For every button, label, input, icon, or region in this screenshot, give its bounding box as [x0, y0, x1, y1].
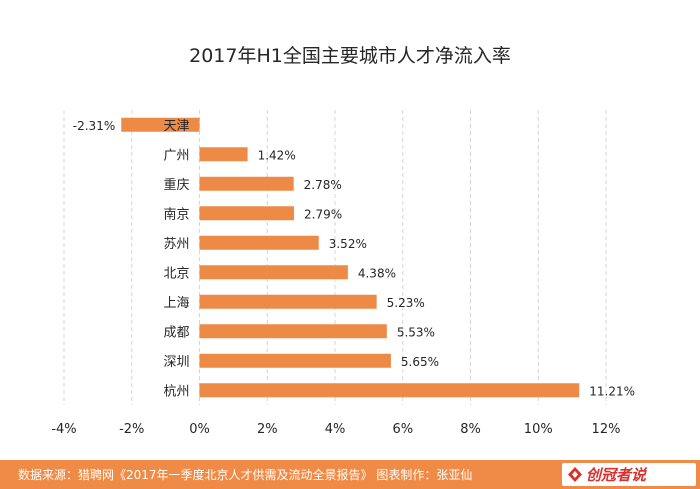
category-label: 上海	[163, 296, 189, 311]
bars-group	[121, 117, 580, 398]
category-label: 天津	[163, 119, 189, 134]
bar-10	[199, 383, 580, 398]
x-tick-label: 6%	[392, 422, 413, 437]
x-tick-label: 12%	[592, 422, 621, 437]
value-label: -2.31%	[73, 119, 115, 133]
x-tick-label: 2%	[257, 422, 278, 437]
value-label: 3.52%	[329, 237, 367, 251]
svg-text:创冠者说: 创冠者说	[586, 466, 648, 484]
x-tick-label: 10%	[524, 422, 553, 437]
x-tick-labels: -4% -2% 0% 2% 4% 6% 8% 10% 12%	[51, 422, 620, 437]
bar-5	[199, 235, 319, 250]
category-label: 南京	[163, 206, 189, 222]
value-label: 4.38%	[358, 266, 396, 280]
x-tick-label: -2%	[119, 422, 144, 437]
x-tick-label: 8%	[460, 422, 481, 437]
value-label: 1.42%	[258, 148, 296, 162]
category-label: 北京	[163, 266, 189, 281]
bar-4	[199, 206, 295, 221]
footer-bar: 数据来源：猎聘网《2017年一季度北京人才供需及流动全景报告》 图表制作：张亚仙…	[0, 460, 700, 489]
value-label: 5.23%	[387, 296, 425, 310]
value-label: 2.78%	[304, 178, 342, 192]
bar-1	[121, 117, 200, 132]
category-label: 广州	[163, 148, 189, 163]
bar-8	[199, 324, 387, 339]
chart-title: 2017年H1全国主要城市人才净流入率	[189, 45, 511, 67]
category-label: 重庆	[163, 177, 189, 193]
x-tick-label: 0%	[189, 422, 210, 437]
category-label: 苏州	[163, 236, 189, 252]
value-label: 2.79%	[304, 207, 342, 221]
bar-7	[199, 294, 377, 309]
brand-logo: 创冠者说	[562, 463, 696, 486]
bar-3	[199, 176, 294, 191]
data-source: 数据来源：猎聘网《2017年一季度北京人才供需及流动全景报告》 图表制作：张亚仙	[18, 468, 473, 482]
value-labels: -2.31% 1.42% 2.78% 2.79% 3.52% 4.38% 5.23% 5.53…	[73, 119, 635, 399]
x-tick-label: -4%	[51, 422, 76, 437]
category-label: 成都	[163, 325, 189, 340]
value-label: 5.53%	[397, 325, 435, 339]
value-label: 5.65%	[401, 355, 439, 369]
chart-svg: 2017年H1全国主要城市人才净流入率 天津广州重庆南京苏州北京上海成都深圳杭州…	[51, 45, 635, 437]
x-tick-label: 4%	[325, 422, 346, 437]
bar-2	[199, 147, 248, 162]
bar-6	[199, 265, 348, 280]
category-label: 杭州	[163, 384, 189, 399]
bar-9	[199, 353, 391, 368]
category-label: 深圳	[163, 355, 189, 370]
value-label: 11.21%	[589, 384, 635, 398]
